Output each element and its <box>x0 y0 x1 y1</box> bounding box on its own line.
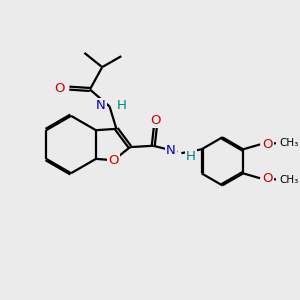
Text: H: H <box>117 99 127 112</box>
Text: H: H <box>186 150 196 163</box>
Text: N: N <box>166 144 176 157</box>
Text: CH₃: CH₃ <box>279 175 298 184</box>
Text: CH₃: CH₃ <box>279 138 298 148</box>
Text: N: N <box>96 99 106 112</box>
Text: O: O <box>262 172 273 185</box>
Text: O: O <box>262 138 273 151</box>
Text: O: O <box>54 82 64 94</box>
Text: O: O <box>150 114 161 127</box>
Text: O: O <box>108 154 119 167</box>
